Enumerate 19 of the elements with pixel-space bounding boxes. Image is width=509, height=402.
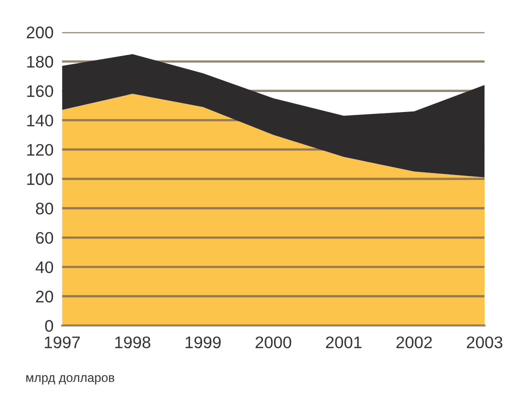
y-tick-label: 60: [36, 232, 54, 244]
y-tick-label: 0: [45, 320, 54, 332]
y-tick-label: 180: [27, 56, 54, 68]
y-tick-label: 80: [36, 202, 54, 214]
y-tick-label: 100: [27, 173, 54, 186]
y-tick-label: 160: [27, 85, 54, 98]
text: млрд долларов: [26, 375, 114, 384]
y-tick-label: 20: [36, 290, 54, 302]
y-tick-label: 120: [27, 144, 54, 156]
x-tick-label: 1999: [186, 336, 221, 348]
x-tick-label: 2000: [256, 336, 292, 348]
x-tick-label: 2002: [396, 336, 432, 348]
y-tick-label: 200: [26, 26, 54, 38]
x-tick-label: 2001: [326, 336, 362, 348]
y-tick-label: 140: [27, 114, 54, 126]
x-tick-label: 2003: [466, 336, 502, 348]
x-tick-label: 1998: [115, 336, 150, 348]
y-tick-label: 40: [36, 261, 54, 274]
x-tick-label: 1997: [44, 336, 80, 348]
